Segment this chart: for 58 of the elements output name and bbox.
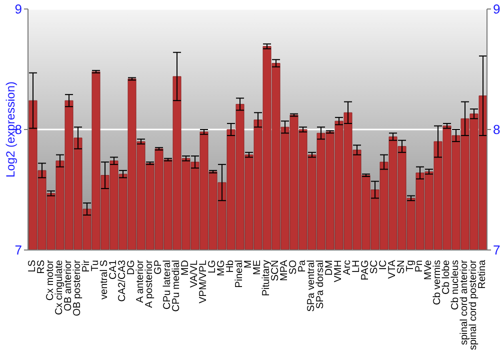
x-tick-label: Hb [225, 260, 236, 273]
y-tick-label: 8 [14, 122, 22, 138]
x-tick-label: SPa ventral [306, 260, 317, 312]
x-tick-label: OB posterior [72, 259, 83, 316]
x-tick-label: Pituitary [261, 260, 272, 296]
x-tick-label: LS [27, 260, 38, 272]
x-tick-label: SO [288, 260, 299, 274]
x-tick-label: Pir [81, 259, 92, 272]
y2-tick-label: 9 [493, 2, 500, 17]
x-tick-label: Cb nucleus [450, 260, 461, 310]
x-tick-label: A posterior [144, 259, 155, 308]
x-tick-label: OB anterior [63, 259, 74, 312]
x-tick-label: SCN [270, 260, 281, 282]
x-tick-label: Cb lobe [441, 260, 452, 294]
x-tick-label: DM [324, 260, 335, 276]
x-tick-label: Cx cingulate [54, 260, 65, 316]
x-tick-label: ME [252, 260, 263, 275]
x-tick-label: IC [378, 260, 389, 270]
x-tick-label: Cx motor [45, 259, 56, 301]
x-tick-label: PAG [360, 260, 371, 280]
y-tick-label: 7 [14, 242, 22, 258]
x-tick-label: CPu lateral [162, 260, 173, 310]
x-tick-label: Tu [90, 260, 101, 272]
x-tick-label: DG [126, 260, 137, 275]
x-tick-label: RS [36, 260, 47, 274]
x-tick-label: VTA [387, 260, 398, 279]
x-tick-label: MG [216, 260, 227, 276]
x-tick-label: GP [153, 260, 164, 274]
x-tick-label: Pineal [234, 260, 245, 288]
x-tick-label: Arc [342, 260, 353, 275]
x-tick-label: A anterior [135, 259, 146, 303]
y2-tick-label: 7 [493, 242, 500, 258]
y-axis-title: Log2 (expression) [3, 81, 18, 178]
x-tick-label: Retina [477, 260, 488, 289]
x-tick-label: VMH [333, 260, 344, 282]
x-tick-label: MPA [279, 260, 290, 281]
x-tick-label: SN [396, 260, 407, 274]
x-tick-label: spinal cord anterior [459, 259, 470, 346]
x-tick-label: Pa [297, 260, 308, 272]
x-tick-label: M [243, 260, 254, 268]
x-tick-label: VA/VL [189, 260, 200, 288]
x-tick-label: spinal cord posterior [468, 259, 479, 350]
x-tick-label: LH [351, 260, 362, 273]
x-tick-label: MVe [423, 260, 434, 280]
y-tick-label: 9 [14, 2, 22, 17]
x-tick-label: Pn [414, 260, 425, 272]
x-tick-label: SC [369, 260, 380, 274]
x-tick-label: VPM/VPL [198, 260, 209, 304]
x-tick-label: Cb vermis [432, 260, 443, 306]
x-tick-label: ventral S [99, 260, 110, 300]
x-tick-label: MD [180, 260, 191, 276]
x-tick-label: CA2/CA3 [117, 260, 128, 302]
x-tick-label: Tg [405, 260, 416, 272]
x-tick-label: CA1 [108, 260, 119, 280]
x-tick-label: LG [207, 260, 218, 274]
x-tick-label: SPa dorsal [315, 260, 326, 309]
y2-tick-label: 8 [493, 122, 500, 138]
x-tick-label: CPu medial [171, 260, 182, 312]
